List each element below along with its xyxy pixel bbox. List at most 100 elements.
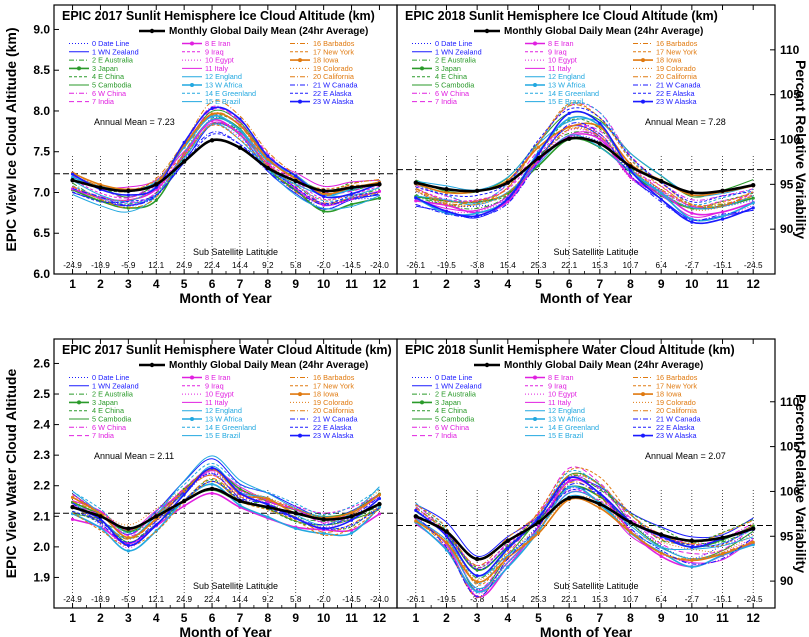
x-tick-label: 3 [125, 277, 132, 291]
series-line [72, 113, 380, 201]
series-marker [536, 152, 541, 156]
legend-label: 5 Cambodia [435, 415, 475, 424]
x-axis-label: Month of Year [179, 624, 272, 637]
series-marker [182, 140, 186, 145]
series-marker [567, 111, 571, 115]
x-axis-label: Month of Year [179, 290, 272, 306]
sub-satellite-label: Sub Satellite Latitude [193, 247, 278, 257]
series-marker [506, 197, 510, 201]
legend-marker [641, 58, 645, 63]
global-mean-point [349, 185, 354, 190]
series-marker [690, 545, 694, 549]
latitude-label: 24.9 [176, 261, 192, 270]
series-marker [506, 547, 510, 551]
legend-label: 11 Italy [205, 398, 228, 407]
x-tick-label: 9 [658, 277, 665, 291]
legend-label: 20 California [313, 72, 355, 81]
y2-axis-label: Percent Relative Variability [793, 394, 809, 573]
series-marker [98, 526, 103, 530]
series-marker [414, 508, 418, 512]
legend-label: 17 New York [313, 47, 354, 56]
series-marker [598, 121, 602, 125]
series-line [72, 112, 380, 195]
y2-tick-label: 90 [780, 574, 794, 588]
legend-label: 15 E Brazil [205, 431, 241, 440]
global-mean-point [70, 178, 75, 183]
legend-label: 13 W Africa [205, 415, 243, 424]
annual-mean-label: Annual Mean = 2.07 [645, 451, 726, 461]
global-mean-point [154, 514, 159, 519]
series-marker [238, 491, 242, 495]
series-marker [536, 516, 541, 520]
series-marker [349, 511, 354, 515]
x-tick-label: 4 [153, 611, 160, 625]
legend-label: 4 E China [92, 406, 125, 415]
series-marker [720, 217, 725, 221]
legend-title: Monthly Global Daily Mean (24hr Average) [504, 360, 703, 371]
series-marker [126, 549, 130, 553]
series-marker [475, 568, 479, 572]
latitude-label: 9.2 [262, 595, 274, 604]
latitude-label: 15.4 [500, 595, 516, 604]
legend-label: 23 W Alaska [656, 97, 697, 106]
global-mean-point [658, 178, 664, 184]
global-mean-point [413, 180, 419, 185]
series-line [415, 115, 754, 222]
latitude-label: 9.2 [262, 261, 274, 270]
global-mean-point [181, 159, 187, 164]
series-marker [475, 214, 479, 218]
annual-mean-label: Annual Mean = 7.28 [645, 117, 726, 127]
series-marker [567, 116, 571, 121]
global-mean-point [413, 514, 419, 519]
series-line [415, 102, 754, 207]
legend-label: 11 Italy [548, 64, 571, 73]
x-tick-label: 5 [181, 611, 188, 625]
global-mean-point [720, 188, 725, 194]
x-tick-label: 1 [412, 277, 419, 291]
x-tick-label: 1 [412, 611, 419, 625]
latitude-label: 22.4 [204, 595, 220, 604]
latitude-label: -2.0 [317, 595, 332, 604]
x-tick-label: 10 [685, 277, 699, 291]
global-mean-point [628, 164, 633, 169]
series-marker [210, 491, 214, 495]
series-line [72, 477, 380, 540]
series-marker [444, 540, 449, 545]
series-marker [154, 198, 158, 202]
global-mean-line [72, 138, 380, 193]
legend-label: 11 Italy [548, 398, 571, 407]
global-mean-line [72, 487, 380, 530]
series-marker [294, 526, 298, 531]
latitude-label: -26.1 [406, 595, 425, 604]
x-tick-label: 11 [716, 611, 729, 625]
legend-marker [190, 417, 194, 421]
x-axis-label: Month of Year [540, 290, 633, 306]
x-tick-label: 10 [317, 277, 331, 291]
global-mean-point [126, 188, 131, 194]
latitude-label: 5.8 [290, 595, 302, 604]
legend-label: 21 W Canada [656, 81, 702, 90]
series-line [415, 467, 754, 586]
legend-marker [420, 66, 424, 71]
global-mean-point [689, 538, 695, 543]
global-mean-point [444, 529, 449, 534]
series-marker [567, 476, 571, 480]
legend-label: 13 W Africa [548, 81, 586, 90]
x-tick-label: 12 [373, 277, 387, 291]
x-tick-label: 8 [265, 611, 272, 625]
latitude-label: -15.1 [713, 261, 732, 270]
series-marker [751, 543, 755, 547]
legend-marker [533, 41, 537, 46]
series-line [415, 124, 754, 209]
series-line [415, 475, 754, 591]
legend-label: 9 Iraq [205, 47, 224, 56]
global-mean-point [321, 517, 326, 522]
legend-label: 10 Egypt [205, 390, 234, 399]
global-mean-point [181, 498, 187, 504]
latitude-label: -24.0 [370, 261, 389, 270]
series-marker [475, 590, 479, 594]
series-marker [659, 197, 663, 201]
y-tick-label: 2.3 [33, 448, 50, 462]
legend-label: 15 E Brazil [548, 431, 584, 440]
legend-label: 10 Egypt [205, 56, 234, 65]
